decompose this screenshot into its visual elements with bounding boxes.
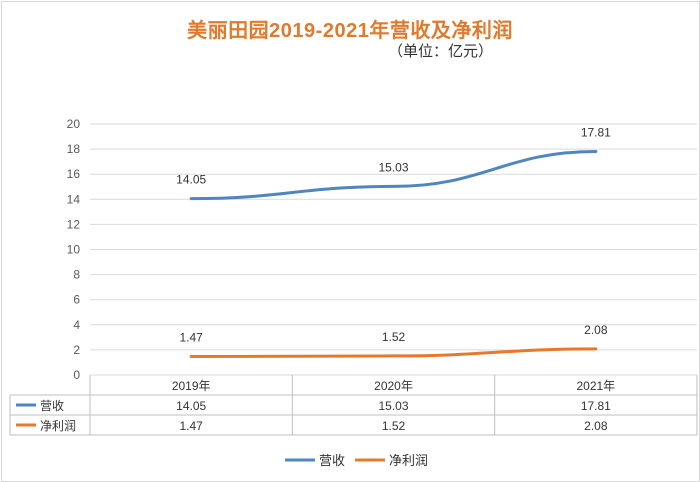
y-tick-label: 8 (73, 268, 80, 282)
y-tick-label: 10 (67, 243, 81, 257)
y-tick-label: 16 (67, 167, 81, 181)
y-tick-label: 2 (73, 343, 80, 357)
legend-label: 净利润 (389, 453, 428, 468)
x-category-label: 2021年 (576, 379, 615, 393)
table-series-name: 营收 (40, 399, 64, 413)
table-cell-value: 14.05 (176, 399, 206, 413)
data-label: 15.03 (378, 160, 408, 174)
data-label: 1.47 (179, 331, 203, 345)
x-category-label: 2019年 (172, 379, 211, 393)
y-tick-label: 12 (67, 217, 81, 231)
y-tick-label: 20 (67, 117, 81, 131)
x-category-label: 2020年 (374, 379, 413, 393)
y-tick-label: 18 (67, 142, 81, 156)
chart-unit-label: （单位：亿元） (388, 43, 494, 60)
data-label: 2.08 (584, 323, 608, 337)
series-line-revenue (189, 149, 598, 201)
y-tick-label: 6 (73, 293, 80, 307)
legend-label: 营收 (319, 453, 345, 468)
chart-title: 美丽田园2019-2021年营收及净利润 (187, 20, 513, 42)
y-tick-label: 14 (67, 192, 81, 206)
y-tick-label: 0 (73, 368, 80, 382)
table-cell-value: 1.47 (179, 419, 203, 433)
series-line-net-profit (189, 347, 598, 359)
y-tick-label: 4 (73, 318, 80, 332)
table-cell-value: 1.52 (382, 419, 406, 433)
table-series-name: 净利润 (40, 419, 76, 433)
table-cell-value: 17.81 (581, 399, 611, 413)
table-cell-value: 15.03 (378, 399, 408, 413)
table-cell-value: 2.08 (584, 419, 608, 433)
data-label: 1.52 (382, 330, 406, 344)
data-label: 14.05 (176, 173, 206, 187)
data-label: 17.81 (581, 125, 611, 139)
